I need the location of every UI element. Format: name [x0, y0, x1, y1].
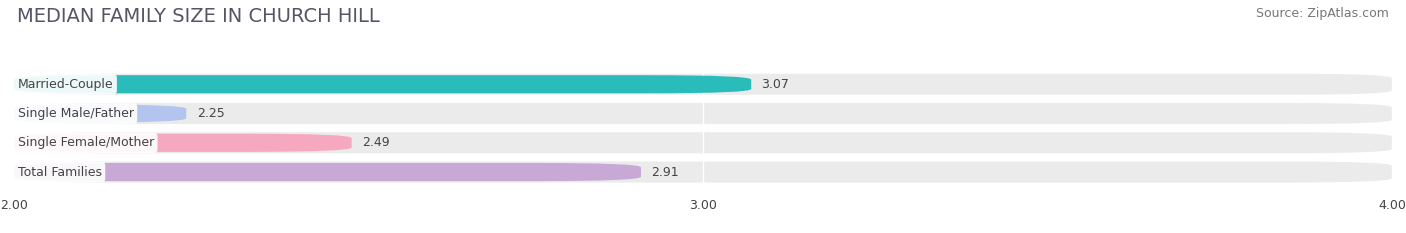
Text: 2.91: 2.91	[651, 165, 679, 178]
Text: 3.07: 3.07	[762, 78, 789, 91]
Text: 2.25: 2.25	[197, 107, 225, 120]
FancyBboxPatch shape	[14, 103, 1392, 124]
Text: 2.49: 2.49	[361, 136, 389, 149]
FancyBboxPatch shape	[14, 75, 751, 93]
FancyBboxPatch shape	[14, 161, 1392, 183]
Text: Married-Couple: Married-Couple	[17, 78, 112, 91]
FancyBboxPatch shape	[14, 134, 352, 152]
Text: MEDIAN FAMILY SIZE IN CHURCH HILL: MEDIAN FAMILY SIZE IN CHURCH HILL	[17, 7, 380, 26]
Text: Source: ZipAtlas.com: Source: ZipAtlas.com	[1256, 7, 1389, 20]
FancyBboxPatch shape	[14, 132, 1392, 153]
FancyBboxPatch shape	[14, 104, 187, 123]
Text: Single Female/Mother: Single Female/Mother	[17, 136, 153, 149]
FancyBboxPatch shape	[14, 163, 641, 181]
Text: Single Male/Father: Single Male/Father	[17, 107, 134, 120]
FancyBboxPatch shape	[14, 74, 1392, 95]
Text: Total Families: Total Families	[17, 165, 101, 178]
